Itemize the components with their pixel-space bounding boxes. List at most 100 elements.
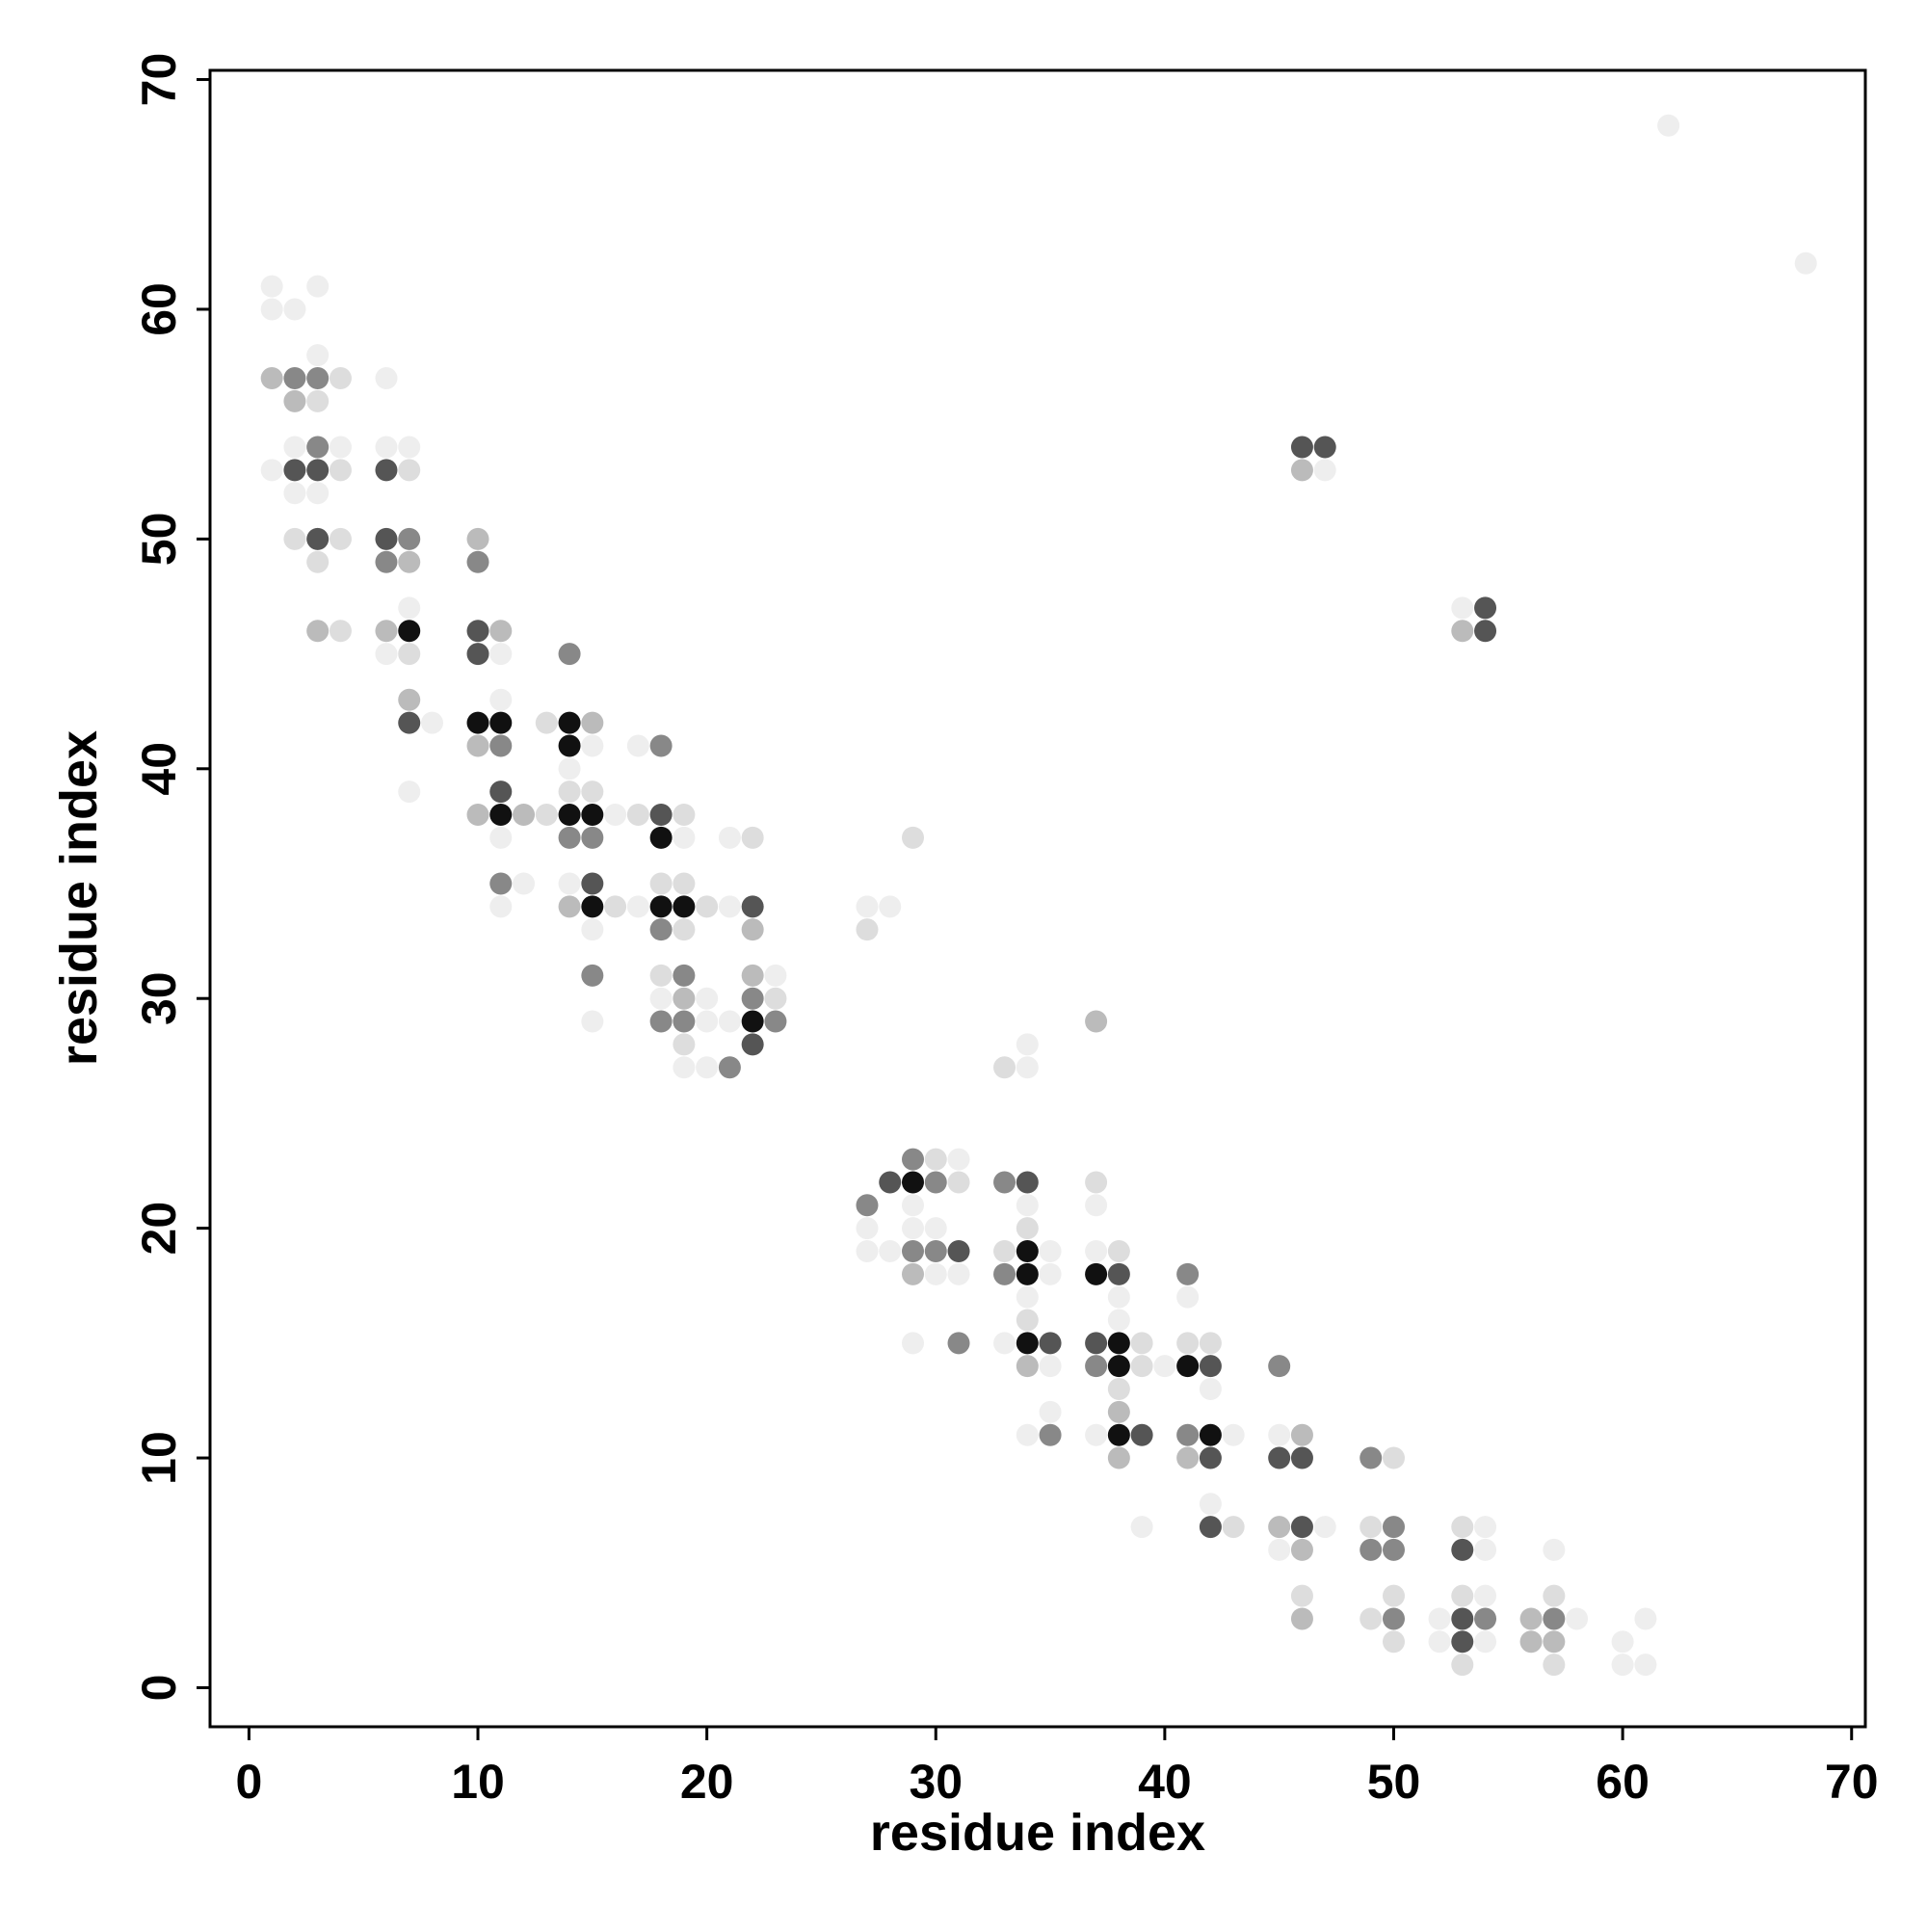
contact-point bbox=[1290, 1607, 1313, 1630]
contact-point bbox=[558, 734, 581, 757]
contact-point bbox=[306, 459, 330, 482]
contact-point bbox=[466, 734, 489, 757]
contact-point bbox=[673, 918, 696, 941]
contact-point bbox=[673, 964, 696, 987]
contact-point bbox=[947, 1262, 970, 1285]
contact-point bbox=[993, 1262, 1016, 1285]
contact-point bbox=[856, 1194, 879, 1217]
contact-point bbox=[375, 643, 398, 666]
contact-point bbox=[947, 1239, 970, 1262]
contact-point bbox=[1428, 1607, 1451, 1630]
contact-point bbox=[398, 596, 421, 620]
contact-point bbox=[901, 1194, 924, 1217]
x-tick-label: 60 bbox=[1596, 1755, 1650, 1809]
contact-point bbox=[1107, 1285, 1130, 1309]
contact-point bbox=[673, 872, 696, 895]
contact-point bbox=[1016, 1262, 1039, 1285]
contact-point bbox=[673, 826, 696, 849]
y-tick-label: 0 bbox=[132, 1675, 186, 1702]
contact-point bbox=[558, 803, 581, 826]
contact-point bbox=[466, 550, 489, 573]
contact-point bbox=[1199, 1516, 1222, 1539]
contact-point bbox=[1085, 1010, 1108, 1033]
contact-point bbox=[1474, 1538, 1497, 1561]
contact-point bbox=[1543, 1654, 1566, 1677]
contact-point bbox=[673, 1010, 696, 1033]
contact-point bbox=[1290, 1538, 1313, 1561]
contact-point bbox=[993, 1239, 1016, 1262]
contact-point bbox=[924, 1217, 947, 1240]
y-tick-label: 70 bbox=[132, 53, 186, 107]
contact-point bbox=[1107, 1239, 1130, 1262]
contact-point bbox=[260, 459, 283, 482]
contact-point bbox=[581, 872, 604, 895]
contact-point bbox=[1451, 1630, 1474, 1654]
contact-point bbox=[741, 987, 764, 1010]
contact-point bbox=[856, 1239, 879, 1262]
x-tick-label: 40 bbox=[1138, 1755, 1192, 1809]
contact-point bbox=[1543, 1584, 1566, 1607]
contact-point bbox=[673, 803, 696, 826]
contact-point bbox=[466, 643, 489, 666]
contact-point bbox=[1176, 1423, 1200, 1446]
contact-point bbox=[1657, 114, 1680, 137]
contact-point bbox=[673, 895, 696, 918]
contact-point bbox=[1199, 1332, 1222, 1355]
contact-point bbox=[993, 1056, 1016, 1079]
contact-point bbox=[375, 366, 398, 389]
contact-point bbox=[306, 482, 330, 505]
contact-point bbox=[329, 620, 352, 643]
contact-point bbox=[1016, 1423, 1039, 1446]
contact-point bbox=[856, 895, 879, 918]
contact-point bbox=[1313, 459, 1336, 482]
contact-point bbox=[1290, 1516, 1313, 1539]
contact-point bbox=[283, 366, 306, 389]
contact-point bbox=[741, 895, 764, 918]
y-tick-label: 10 bbox=[132, 1431, 186, 1485]
contact-point bbox=[1451, 1654, 1474, 1677]
contact-point bbox=[581, 964, 604, 987]
contact-point bbox=[375, 620, 398, 643]
contact-point bbox=[581, 711, 604, 734]
contact-point bbox=[1085, 1194, 1108, 1217]
contact-point bbox=[283, 527, 306, 550]
contact-point bbox=[649, 918, 673, 941]
contact-point bbox=[558, 872, 581, 895]
contact-point bbox=[1039, 1355, 1062, 1378]
contact-point bbox=[1290, 1423, 1313, 1446]
contact-point bbox=[558, 895, 581, 918]
contact-point bbox=[1016, 1033, 1039, 1056]
contact-point bbox=[1085, 1355, 1108, 1378]
contact-point bbox=[283, 298, 306, 321]
contact-point bbox=[1451, 1584, 1474, 1607]
contact-point bbox=[1199, 1423, 1222, 1446]
contact-point bbox=[1130, 1423, 1153, 1446]
contact-point bbox=[466, 527, 489, 550]
contact-point bbox=[375, 436, 398, 459]
contact-point bbox=[489, 620, 513, 643]
contact-point bbox=[1383, 1516, 1406, 1539]
contact-point bbox=[1383, 1446, 1406, 1469]
contact-point bbox=[398, 781, 421, 804]
x-axis-label: residue index bbox=[870, 1804, 1205, 1862]
contact-point bbox=[1107, 1400, 1130, 1423]
x-tick-label: 50 bbox=[1367, 1755, 1421, 1809]
contact-point bbox=[947, 1171, 970, 1194]
contact-point bbox=[1313, 436, 1336, 459]
contact-point bbox=[558, 826, 581, 849]
contact-point bbox=[741, 918, 764, 941]
contact-point bbox=[1107, 1355, 1130, 1378]
contact-point bbox=[398, 620, 421, 643]
contact-point bbox=[741, 964, 764, 987]
contact-point bbox=[1176, 1285, 1200, 1309]
contact-point bbox=[1474, 1607, 1497, 1630]
contact-point bbox=[306, 344, 330, 367]
contact-point bbox=[1222, 1423, 1245, 1446]
contact-point bbox=[398, 643, 421, 666]
contact-point bbox=[1039, 1239, 1062, 1262]
contact-point bbox=[466, 803, 489, 826]
contact-point bbox=[283, 436, 306, 459]
contact-point bbox=[1039, 1400, 1062, 1423]
contact-point bbox=[1543, 1630, 1566, 1654]
